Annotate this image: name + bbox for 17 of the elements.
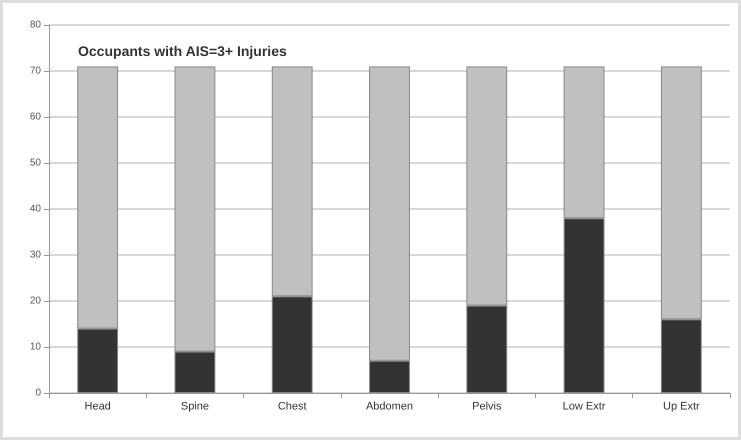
y-tick-label: 30 xyxy=(30,250,42,260)
x-tick-label: Spine xyxy=(180,400,209,412)
x-tick-label: Abdomen xyxy=(366,400,414,412)
y-tick-label: 0 xyxy=(35,388,42,398)
x-tick-label: Head xyxy=(84,400,111,412)
x-tick-label: Pelvis xyxy=(472,400,502,412)
y-tick-label: 10 xyxy=(30,342,42,352)
x-tick-label: Low Extr xyxy=(562,400,606,412)
x-tick-label: Up Extr xyxy=(663,400,700,412)
y-tick-label: 50 xyxy=(30,158,42,168)
y-tick-label: 60 xyxy=(30,112,42,122)
text: Occupants with AIS=3+ Injuries xyxy=(78,43,287,59)
y-tick-label: 70 xyxy=(30,66,42,76)
y-tick-label: 80 xyxy=(30,20,42,30)
y-tick-label: 40 xyxy=(30,204,42,214)
y-tick-label: 20 xyxy=(30,296,42,306)
x-tick-label: Chest xyxy=(278,400,307,412)
